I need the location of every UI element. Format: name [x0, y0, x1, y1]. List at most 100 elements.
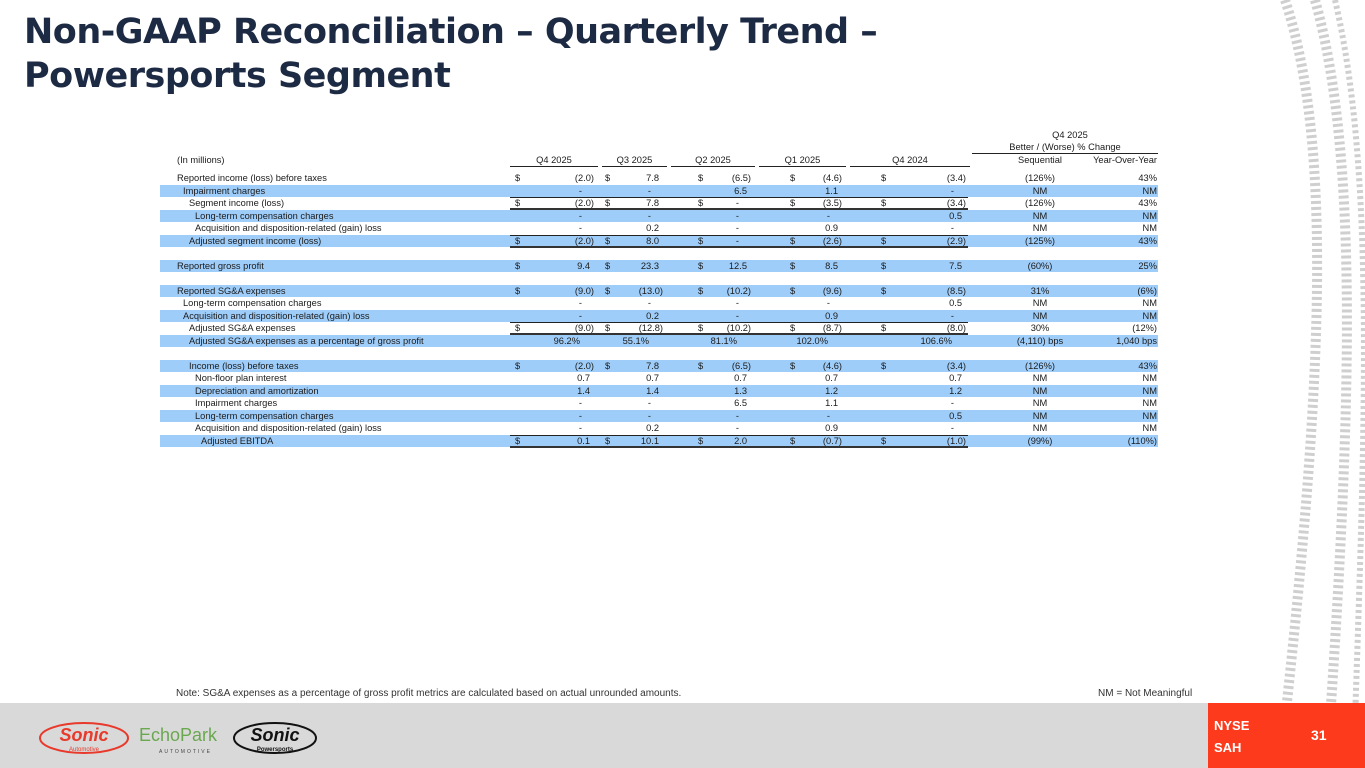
cell-value: 0.1: [577, 435, 590, 446]
row-label: Acquisition and disposition-related (gai…: [195, 223, 382, 233]
currency-symbol: $: [698, 198, 704, 208]
cell-value: 8.0: [646, 235, 659, 246]
change-value: NM: [1032, 185, 1048, 196]
cell-value: 12.5: [728, 260, 747, 271]
cell-value: 0.2: [646, 310, 659, 321]
change-value: NM: [1032, 210, 1048, 221]
currency-symbol: $: [698, 235, 704, 246]
change-value: (110%): [1127, 435, 1157, 446]
currency-symbol: $: [605, 235, 611, 246]
row-label: Income (loss) before taxes: [189, 360, 299, 371]
cell-value: -: [647, 298, 651, 308]
page-number: 31: [1311, 727, 1327, 743]
currency-symbol: $: [698, 323, 704, 333]
svg-text:Powersports: Powersports: [257, 747, 294, 753]
table-row: Acquisition and disposition-related (gai…: [160, 222, 1158, 234]
cell-value: -: [735, 310, 739, 321]
change-value: NM: [1032, 310, 1048, 321]
currency-symbol: $: [698, 173, 704, 183]
cell-value: (13.0): [638, 285, 663, 296]
footer-bar: Sonic Automotive EchoPark AUTOMOTIVE Son…: [0, 703, 1365, 768]
table-row: Long-term compensation charges - - - - 0.5 NM N…: [160, 209, 1158, 222]
units-label: (In millions): [177, 155, 225, 165]
change-column-header: Sequential: [1018, 155, 1062, 165]
cell-value: (0.7): [822, 435, 842, 446]
currency-symbol: $: [515, 360, 521, 371]
column-header: Q4 2025: [510, 155, 598, 167]
cell-value: 2.0: [734, 435, 747, 446]
change-value: NM: [1032, 223, 1048, 233]
cell-value: 0.5: [949, 298, 962, 308]
change-value: 43%: [1138, 235, 1157, 246]
table-row: Depreciation and amortization 1.4 1.4 1.3 1.…: [160, 384, 1158, 397]
svg-text:Sonic: Sonic: [59, 725, 108, 745]
row-label: Long-term compensation charges: [195, 210, 334, 221]
svg-text:Sonic: Sonic: [250, 725, 299, 745]
cell-value: (8.5): [946, 285, 966, 296]
currency-symbol: $: [698, 360, 704, 371]
cell-value: 1.2: [825, 385, 838, 396]
row-label: Reported gross profit: [177, 260, 264, 271]
table-row: Non-floor plan interest 0.7 0.7 0.7 0.7 0.7 NM…: [160, 372, 1158, 384]
currency-symbol: $: [881, 435, 887, 446]
currency-symbol: $: [605, 285, 611, 296]
change-column-header: Year-Over-Year: [1093, 155, 1157, 165]
cell-value: 0.2: [646, 223, 659, 233]
cell-value: 0.5: [949, 210, 962, 221]
cell-value: (3.4): [946, 360, 966, 371]
cell-value: 106.6%: [920, 335, 952, 346]
row-label: Reported income (loss) before taxes: [177, 173, 327, 183]
cell-value: 6.5: [734, 185, 747, 196]
cell-value: 0.7: [734, 373, 747, 383]
table-row: Reported SG&A expenses $ (9.0) $ (13.0) $ (10.…: [160, 284, 1158, 297]
change-value: NM: [1142, 423, 1157, 433]
currency-symbol: $: [790, 173, 796, 183]
change-value: NM: [1142, 385, 1157, 396]
change-value: (126%): [1025, 360, 1055, 371]
currency-symbol: $: [515, 235, 521, 246]
tire-tracks-decoration: [1280, 0, 1365, 720]
change-value: NM: [1142, 373, 1157, 383]
svg-text:EchoPark: EchoPark: [139, 725, 218, 745]
row-label: Acquisition and disposition-related (gai…: [195, 423, 382, 433]
currency-symbol: $: [790, 198, 796, 208]
cell-value: -: [826, 210, 830, 221]
change-value: (12%): [1132, 323, 1157, 333]
table-row: Adjusted segment income (loss) $ (2.0) $8.0…: [160, 234, 1158, 248]
change-value: (6%): [1137, 285, 1157, 296]
cell-value: -: [950, 310, 954, 321]
currency-symbol: $: [881, 323, 887, 333]
cell-value: 23.3: [640, 260, 659, 271]
cell-value: 0.7: [577, 373, 590, 383]
change-value: NM: [1142, 410, 1157, 421]
table-row: Adjusted SG&A expenses as a percentage o…: [160, 334, 1158, 347]
row-label: Adjusted segment income (loss): [189, 235, 322, 246]
cell-value: 81.1%: [710, 335, 737, 346]
cell-value: -: [647, 185, 651, 196]
table-row: Acquisition and disposition-related (gai…: [160, 309, 1158, 322]
cell-value: -: [578, 410, 582, 421]
currency-symbol: $: [790, 323, 796, 333]
cell-value: -: [735, 298, 739, 308]
currency-symbol: $: [515, 435, 521, 446]
currency-symbol: $: [881, 235, 887, 246]
currency-symbol: $: [790, 260, 796, 271]
cell-value: (2.0): [574, 235, 594, 246]
cell-value: (2.0): [574, 173, 594, 183]
currency-symbol: $: [790, 360, 796, 371]
cell-value: 1.1: [825, 398, 838, 408]
cell-value: 96.2%: [553, 335, 580, 346]
cell-value: 1.1: [825, 185, 838, 196]
table-row: Segment income (loss) $ (2.0) $7.8 $ - $ (3.5) $…: [160, 197, 1158, 210]
currency-symbol: $: [698, 285, 704, 296]
page-title: Non-GAAP Reconciliation – Quarterly Tren…: [24, 10, 878, 98]
cell-value: (9.0): [574, 323, 594, 333]
cell-value: 0.7: [825, 373, 838, 383]
currency-symbol: $: [605, 260, 611, 271]
cell-value: -: [578, 298, 582, 308]
echopark-logo: EchoPark AUTOMOTIVE: [139, 725, 218, 755]
change-value: NM: [1032, 373, 1048, 383]
currency-symbol: $: [881, 173, 887, 183]
change-value: NM: [1032, 385, 1048, 396]
table-row: Long-term compensation charges - - - - 0.5 NM N…: [160, 297, 1158, 309]
